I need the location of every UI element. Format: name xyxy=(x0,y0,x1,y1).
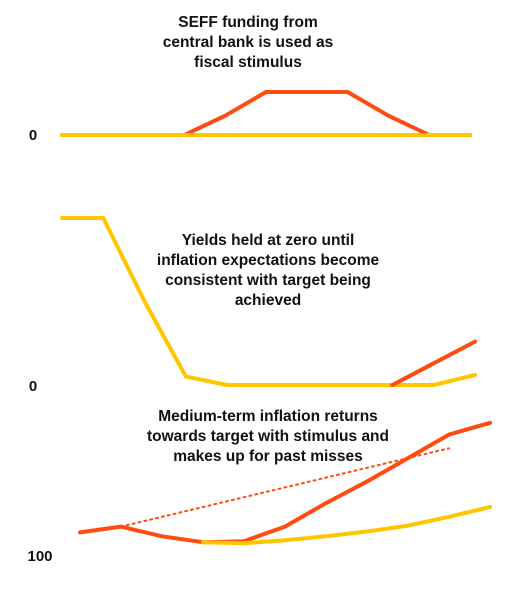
series-line-actual xyxy=(390,339,477,387)
annotation-inflation: Medium-term inflation returns towards tar… xyxy=(147,408,389,465)
y-tick-label: 100 xyxy=(27,548,52,565)
series-line-baseline xyxy=(60,216,477,387)
panel-inflation: Medium-term inflation returns towards tar… xyxy=(27,408,492,565)
y-tick-label: 0 xyxy=(29,378,37,395)
series-line-actual-dotted xyxy=(120,447,450,528)
panel-seff-funding: SEFF funding from central bank is used as… xyxy=(29,14,472,144)
y-tick-label: 0 xyxy=(29,127,37,144)
annotation-seff-funding: SEFF funding from central bank is used as… xyxy=(163,14,334,71)
series-line-actual xyxy=(78,420,492,545)
series-line-baseline xyxy=(201,505,492,546)
series-line-actual xyxy=(60,90,472,137)
annotation-yields: Yields held at zero until inflation expec… xyxy=(157,232,380,309)
panel-yields: Yields held at zero until inflation expec… xyxy=(29,216,477,395)
